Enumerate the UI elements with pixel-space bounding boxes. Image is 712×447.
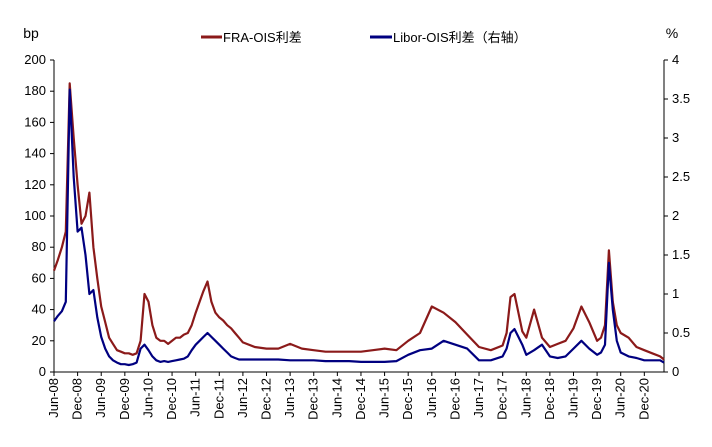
right-tick-label: 3 xyxy=(672,130,679,145)
x-tick-label: Dec-13 xyxy=(306,378,321,420)
left-tick-label: 20 xyxy=(32,333,46,348)
x-tick-label: Jun-20 xyxy=(613,378,628,418)
x-tick-label: Dec-11 xyxy=(211,378,226,419)
right-tick-label: 1.5 xyxy=(672,247,690,262)
x-tick-label: Dec-09 xyxy=(117,378,132,420)
left-tick-label: 0 xyxy=(39,364,46,379)
right-tick-label: 0.5 xyxy=(672,325,690,340)
x-tick-label: Jun-10 xyxy=(140,378,155,418)
right-tick-label: 2 xyxy=(672,208,679,223)
right-axis-ticks: 0 0.5 1 1.5 2 2.5 3 3.5 4 xyxy=(664,52,690,379)
x-tick-label: Dec-08 xyxy=(70,378,85,420)
x-tick-label: Jun-14 xyxy=(329,378,344,418)
x-tick-label: Dec-17 xyxy=(495,378,510,420)
x-tick-label: Dec-14 xyxy=(353,378,368,420)
x-tick-label: Jun-18 xyxy=(518,378,533,418)
legend-label-libor-ois: Libor-OIS利差（右轴） xyxy=(393,30,527,45)
x-tick-label: Jun-17 xyxy=(471,378,486,418)
left-tick-label: 100 xyxy=(24,208,46,223)
left-tick-label: 200 xyxy=(24,52,46,67)
left-tick-label: 180 xyxy=(24,83,46,98)
x-tick-label: Dec-10 xyxy=(164,378,179,420)
x-tick-label: Dec-16 xyxy=(447,378,462,420)
x-tick-label: Dec-20 xyxy=(636,378,651,420)
x-tick-label: Dec-12 xyxy=(259,378,274,420)
left-axis-ticks: 0 20 40 60 80 100 120 140 160 180 200 xyxy=(24,52,54,379)
x-tick-label: Jun-13 xyxy=(282,378,297,418)
x-tick-label: Jun-12 xyxy=(235,378,250,418)
series-line-fra-ois xyxy=(52,82,665,361)
left-tick-label: 160 xyxy=(24,114,46,129)
legend-label-fra-ois: FRA-OIS利差 xyxy=(223,30,302,45)
x-tick-label: Dec-19 xyxy=(589,378,604,420)
left-tick-label: 40 xyxy=(32,302,46,317)
x-tick-label: Jun-15 xyxy=(377,378,392,418)
right-tick-label: 3.5 xyxy=(672,91,690,106)
x-tick-label: Jun-08 xyxy=(46,378,61,418)
left-axis-unit: bp xyxy=(23,25,39,41)
left-tick-label: 120 xyxy=(24,177,46,192)
left-tick-label: 80 xyxy=(32,239,46,254)
x-tick-label: Jun-16 xyxy=(424,378,439,418)
series-layer xyxy=(52,82,665,367)
x-tick-label: Jun-19 xyxy=(565,378,580,418)
x-tick-label: Dec-18 xyxy=(542,378,557,420)
x-axis-ticks: Jun-08 Dec-08 Jun-09 Dec-09 Jun-10 Dec-10 Jun-… xyxy=(46,372,651,420)
right-axis-unit: % xyxy=(666,25,678,41)
x-tick-label: Jun-11 xyxy=(188,378,203,417)
x-tick-label: Dec-15 xyxy=(400,378,415,420)
left-tick-label: 140 xyxy=(24,146,46,161)
right-tick-label: 1 xyxy=(672,286,679,301)
left-tick-label: 60 xyxy=(32,270,46,285)
legend: FRA-OIS利差 Libor-OIS利差（右轴） xyxy=(201,30,527,45)
right-tick-label: 4 xyxy=(672,52,679,67)
x-tick-label: Jun-09 xyxy=(93,378,108,418)
series-line-libor-ois xyxy=(53,88,665,367)
right-tick-label: 2.5 xyxy=(672,169,690,184)
right-tick-label: 0 xyxy=(672,364,679,379)
